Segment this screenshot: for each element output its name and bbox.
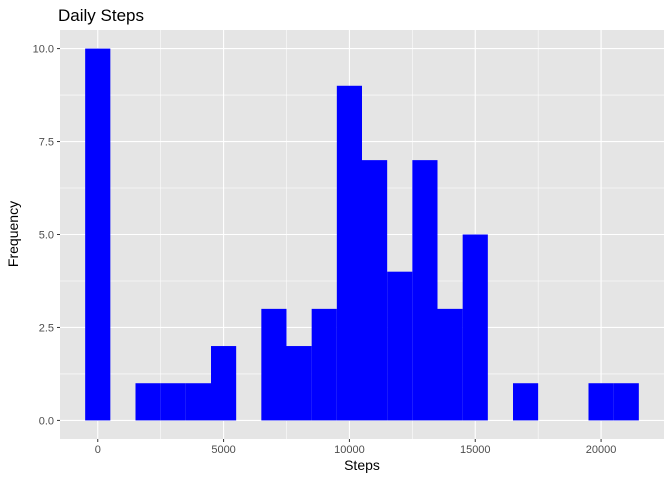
y-tick-label: 5.0 (39, 230, 54, 242)
histogram-bar (261, 308, 287, 421)
histogram-bar (387, 271, 413, 421)
histogram-bar (588, 383, 614, 421)
x-tick-label: 15000 (460, 444, 491, 456)
histogram-bar (185, 383, 211, 421)
x-tick-label: 20000 (586, 444, 617, 456)
histogram-bar (311, 308, 337, 421)
y-axis: 0.0 2.5 5.0 7.5 10.0 (33, 44, 60, 427)
x-axis-label: Steps (344, 457, 380, 473)
histogram-bar (613, 383, 639, 421)
x-tick-label: 0 (95, 444, 101, 456)
y-tick-label: 10.0 (33, 44, 54, 56)
x-tick-label: 10000 (334, 444, 365, 456)
histogram-bars (85, 48, 639, 421)
histogram-bar (462, 234, 488, 421)
histogram-bar (412, 160, 438, 421)
y-tick-label: 0.0 (39, 415, 54, 427)
histogram-bar (336, 85, 362, 421)
histogram-bar (362, 160, 388, 421)
chart-title: Daily Steps (58, 6, 144, 25)
y-tick-label: 2.5 (39, 322, 54, 334)
histogram-bar (513, 383, 539, 421)
histogram-bar (135, 383, 161, 421)
histogram-bar (160, 383, 186, 421)
histogram-bar (211, 346, 237, 421)
x-tick-label: 5000 (211, 444, 235, 456)
y-axis-label: Frequency (5, 201, 21, 267)
histogram-bar (437, 308, 463, 421)
y-tick-label: 7.5 (39, 137, 54, 149)
x-axis: 0 5000 10000 15000 20000 (95, 439, 617, 456)
histogram-bar (85, 48, 111, 421)
histogram-bar (286, 346, 312, 421)
